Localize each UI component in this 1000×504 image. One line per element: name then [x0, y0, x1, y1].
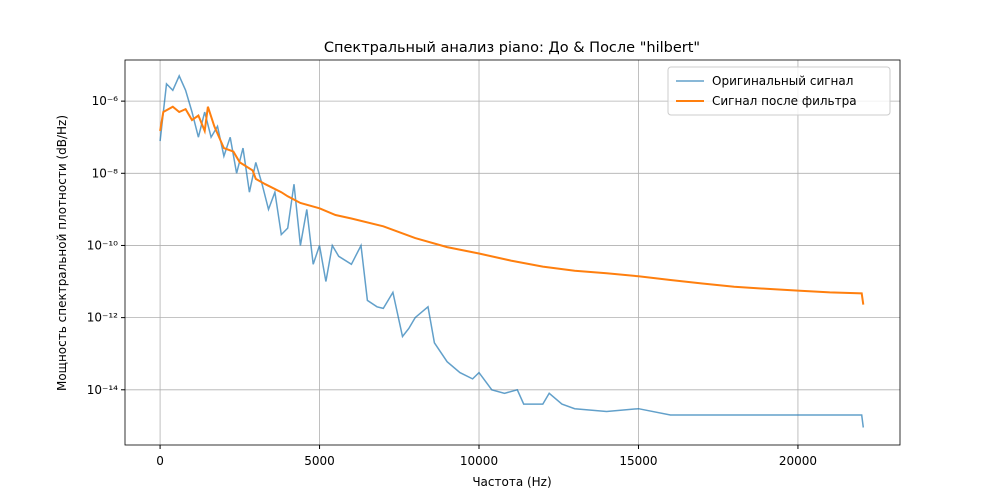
y-axis-label: Мощность спектральной плотности (dB/Hz): [55, 115, 69, 391]
x-tick-label: 20000: [779, 454, 817, 468]
y-tick-label: 10⁻¹²: [87, 311, 118, 325]
x-tick-label: 5000: [304, 454, 335, 468]
series-line: [159, 105, 865, 305]
chart-title: Спектральный анализ piano: До & После "h…: [324, 40, 700, 56]
y-tick-label: 10⁻⁸: [92, 166, 119, 180]
series-line: [159, 74, 865, 428]
y-tick-label: 10⁻⁶: [92, 94, 119, 108]
x-tick-label: 10000: [460, 454, 498, 468]
y-tick-label: 10⁻¹⁰: [87, 238, 118, 252]
y-tick-label: 10⁻¹⁴: [87, 383, 118, 397]
x-tick-label: 0: [156, 454, 164, 468]
plot-frame: [124, 59, 901, 446]
legend-box: [667, 66, 891, 116]
legend-label: Сигнал после фильтра: [712, 94, 857, 108]
legend-label: Оригинальный сигнал: [712, 74, 853, 88]
x-axis-label: Частота (Hz): [472, 475, 551, 489]
x-tick-label: 15000: [619, 454, 657, 468]
